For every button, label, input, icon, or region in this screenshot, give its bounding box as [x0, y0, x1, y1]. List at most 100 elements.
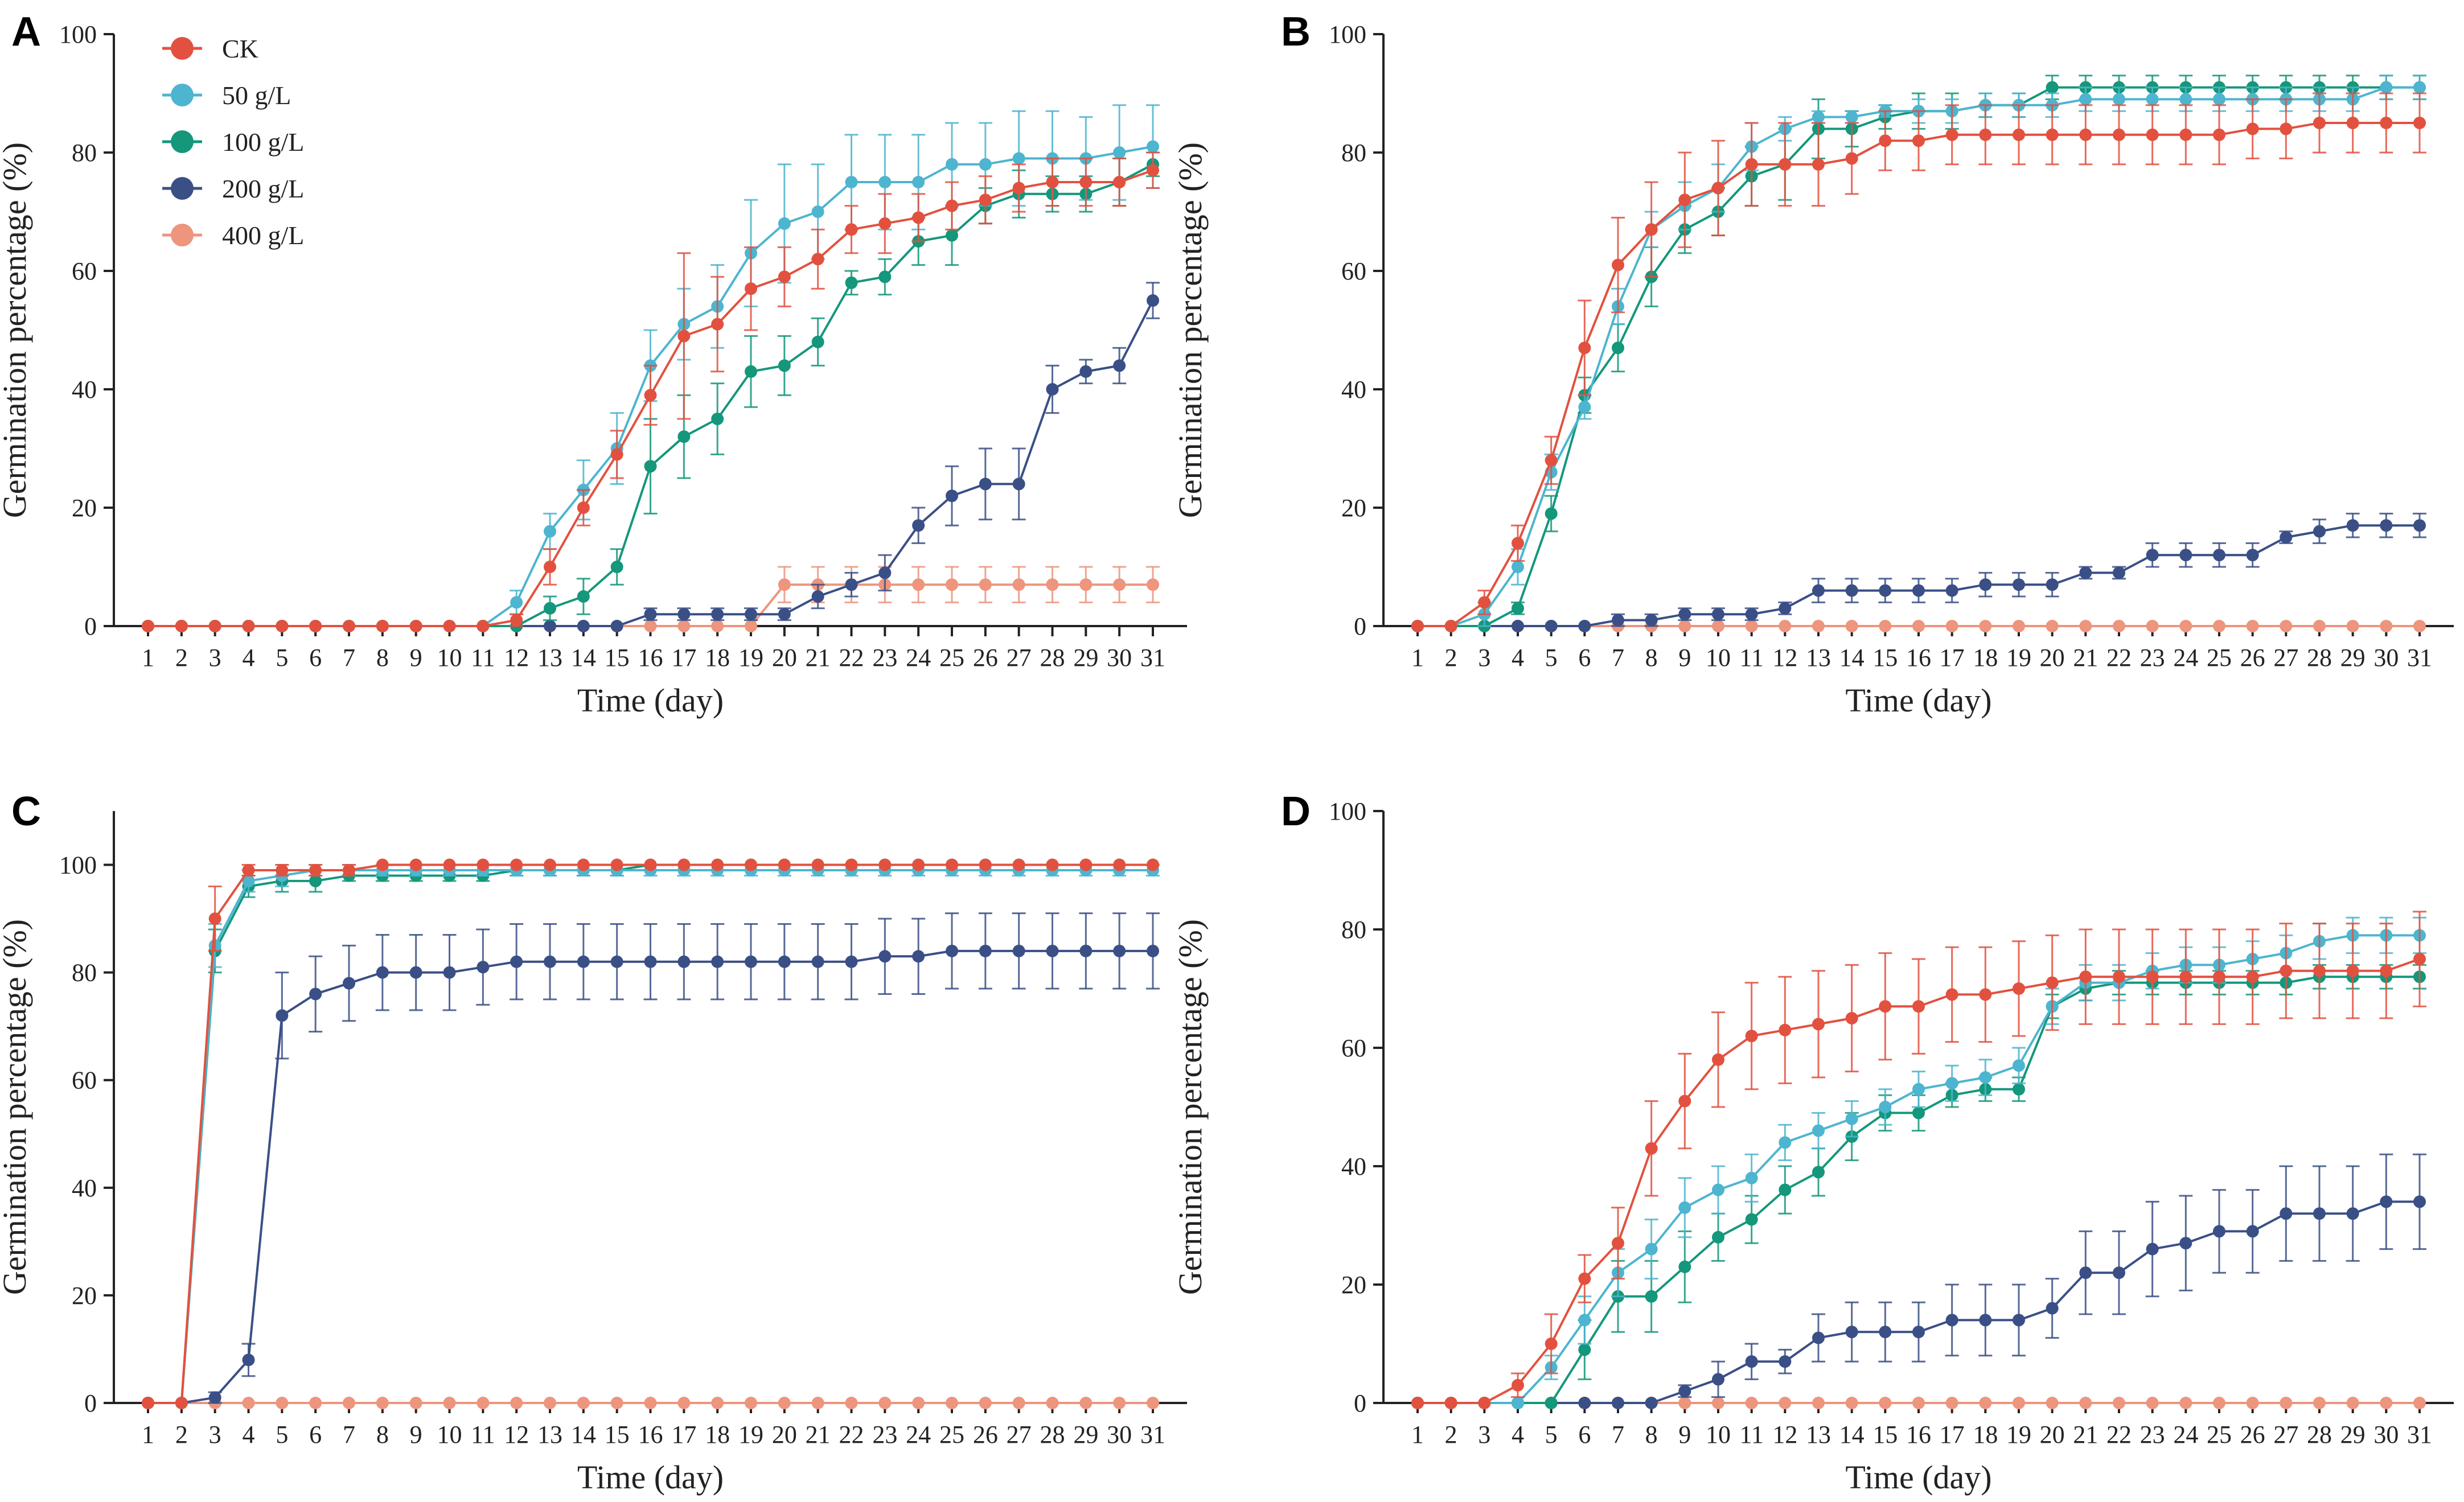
data-point — [2413, 953, 2426, 965]
x-tick-label: 29 — [1073, 1421, 1098, 1448]
data-point — [1979, 128, 1992, 141]
data-point — [276, 864, 289, 876]
data-point — [1046, 176, 1059, 188]
data-point — [409, 620, 422, 632]
data-point — [912, 211, 925, 224]
x-tick-label: 20 — [772, 1421, 797, 1448]
data-point — [1147, 164, 1159, 177]
panel-letter: D — [1281, 789, 1311, 834]
data-point — [510, 1397, 523, 1409]
data-point — [1745, 1030, 1758, 1043]
data-point — [577, 501, 590, 514]
data-point — [577, 858, 590, 871]
data-point — [1812, 620, 1825, 632]
x-tick-label: 6 — [309, 644, 322, 672]
legend-marker — [171, 130, 194, 153]
x-tick-label: 22 — [2106, 1421, 2132, 1448]
data-point — [1879, 584, 1892, 597]
data-point — [309, 1397, 322, 1409]
data-point — [1945, 1314, 1958, 1327]
data-point — [1879, 134, 1892, 147]
x-tick-label: 11 — [1739, 1421, 1763, 1448]
x-tick-label: 23 — [872, 1421, 897, 1448]
x-tick-label: 22 — [839, 644, 864, 672]
data-point — [1545, 620, 1558, 632]
data-point — [2046, 976, 2059, 989]
data-point — [1779, 1023, 1792, 1036]
data-point — [2380, 1195, 2393, 1208]
x-tick-label: 9 — [410, 1421, 422, 1448]
data-point — [2246, 1397, 2259, 1409]
data-point — [946, 944, 958, 957]
data-point — [544, 620, 556, 632]
data-point — [309, 620, 322, 632]
data-point — [946, 158, 958, 171]
x-tick-label: 22 — [839, 1421, 864, 1448]
data-point — [2346, 1397, 2359, 1409]
y-tick-label: 40 — [1341, 376, 1366, 404]
data-point — [577, 590, 590, 603]
data-point — [1113, 944, 1126, 957]
legend-label: CK — [222, 34, 258, 63]
data-point — [2313, 525, 2326, 538]
data-point — [1812, 1331, 1825, 1344]
x-tick-label: 29 — [2340, 1421, 2366, 1448]
x-tick-label: 5 — [276, 644, 288, 672]
data-point — [745, 608, 757, 621]
data-point — [1578, 341, 1591, 355]
legend-item: CK — [162, 34, 258, 63]
x-tick-label: 12 — [1772, 644, 1797, 672]
data-point — [2179, 1237, 2192, 1250]
x-tick-label: 13 — [1806, 644, 1831, 672]
series-line — [1418, 122, 2420, 627]
x-tick-label: 30 — [2373, 1421, 2399, 1448]
data-point — [142, 1397, 154, 1409]
data-point — [1712, 620, 1724, 632]
data-point — [745, 365, 757, 378]
x-tick-label: 12 — [504, 1421, 529, 1448]
x-tick-label: 11 — [1739, 644, 1763, 672]
data-point — [443, 620, 456, 632]
legend-marker — [171, 37, 194, 60]
data-point — [2213, 549, 2225, 562]
data-point — [1012, 182, 1025, 195]
data-point — [745, 282, 757, 295]
data-point — [1478, 1397, 1491, 1409]
x-tick-label: 30 — [2373, 644, 2399, 672]
x-tick-label: 2 — [1445, 644, 1457, 672]
data-point — [2413, 620, 2426, 632]
data-point — [1147, 578, 1159, 591]
data-point — [1678, 608, 1691, 621]
x-tick-label: 10 — [437, 1421, 462, 1448]
x-tick-label: 27 — [1007, 1421, 1032, 1448]
x-axis-title: Time (day) — [577, 1459, 724, 1496]
data-point — [544, 602, 556, 615]
x-axis-title: Time (day) — [1845, 682, 1991, 719]
data-point — [2280, 1207, 2293, 1220]
x-tick-label: 15 — [605, 644, 630, 672]
x-tick-label: 24 — [2173, 1421, 2198, 1448]
legend-marker — [171, 84, 194, 106]
data-point — [2146, 1397, 2159, 1409]
data-point — [878, 1397, 892, 1409]
data-point — [778, 217, 791, 230]
data-point — [946, 1397, 958, 1409]
data-point — [544, 955, 556, 968]
series-200-g-l — [1411, 512, 2426, 632]
data-point — [878, 176, 892, 188]
x-tick-label: 28 — [1040, 644, 1065, 672]
data-point — [1046, 944, 1059, 957]
x-tick-label: 6 — [1578, 644, 1591, 672]
legend-label: 100 g/L — [222, 127, 304, 157]
data-point — [2246, 620, 2259, 632]
data-point — [1645, 1290, 1658, 1303]
x-tick-label: 14 — [1839, 644, 1865, 672]
data-point — [711, 318, 724, 331]
data-point — [2280, 122, 2293, 135]
legend-label: 200 g/L — [222, 174, 304, 203]
data-point — [912, 578, 925, 591]
data-point — [2246, 549, 2259, 562]
data-point — [1712, 182, 1724, 195]
